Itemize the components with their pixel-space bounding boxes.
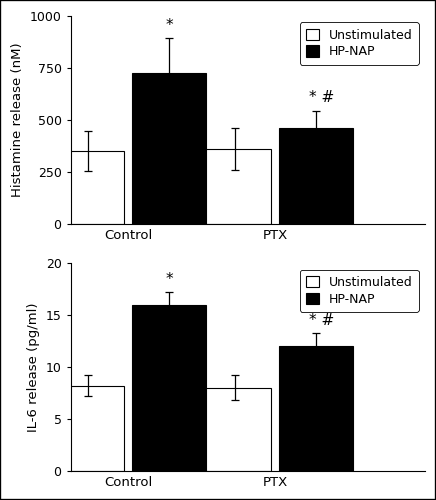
Text: * #: * # xyxy=(309,312,334,328)
Bar xyxy=(132,305,206,471)
Bar xyxy=(279,346,353,471)
Bar xyxy=(198,149,271,224)
Y-axis label: Histamine release (nM): Histamine release (nM) xyxy=(11,42,24,198)
Text: * #: * # xyxy=(309,90,334,106)
Bar xyxy=(132,73,206,224)
Text: *: * xyxy=(165,272,173,287)
Legend: Unstimulated, HP-NAP: Unstimulated, HP-NAP xyxy=(300,22,419,64)
Text: *: * xyxy=(165,18,173,32)
Y-axis label: IL-6 release (pg/ml): IL-6 release (pg/ml) xyxy=(27,302,40,432)
Bar xyxy=(51,386,124,471)
Bar xyxy=(279,128,353,224)
Bar xyxy=(51,151,124,224)
Bar xyxy=(198,388,271,471)
Legend: Unstimulated, HP-NAP: Unstimulated, HP-NAP xyxy=(300,270,419,312)
